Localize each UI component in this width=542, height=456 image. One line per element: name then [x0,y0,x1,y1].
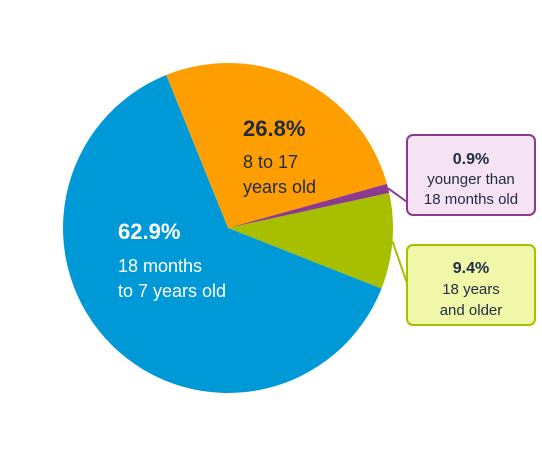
callout-box-18-years-and-older [406,244,536,326]
callout-box-younger-than-18-months [406,134,536,216]
pie-slice-3 [228,192,393,289]
slice-label-3-line-2: and older [440,302,503,319]
pie-slice-0 [63,75,382,393]
slice-label-0-line-1: 18 months [118,256,202,276]
slice-label-0-line-2: to 7 years old [118,281,226,301]
slice-label-1-line-1: 8 to 17 [243,152,298,172]
slice-value-label-2: 0.9% [453,151,489,168]
slice-value-label-1: 26.8% [243,116,305,141]
leader-line-2 [387,187,408,203]
slice-label-2-line-2: 18 months old [424,191,518,208]
slice-label-1-line-2: years old [243,177,316,197]
leader-line-3 [391,241,408,284]
slice-label-3-line-1: 18 years [442,281,500,298]
slice-value-label-3: 9.4% [453,260,489,277]
pie-slice-2 [228,183,390,228]
slice-label-2-line-1: younger than [427,171,515,188]
slice-value-label-0: 62.9% [118,219,180,244]
pie-slice-1 [166,62,387,228]
